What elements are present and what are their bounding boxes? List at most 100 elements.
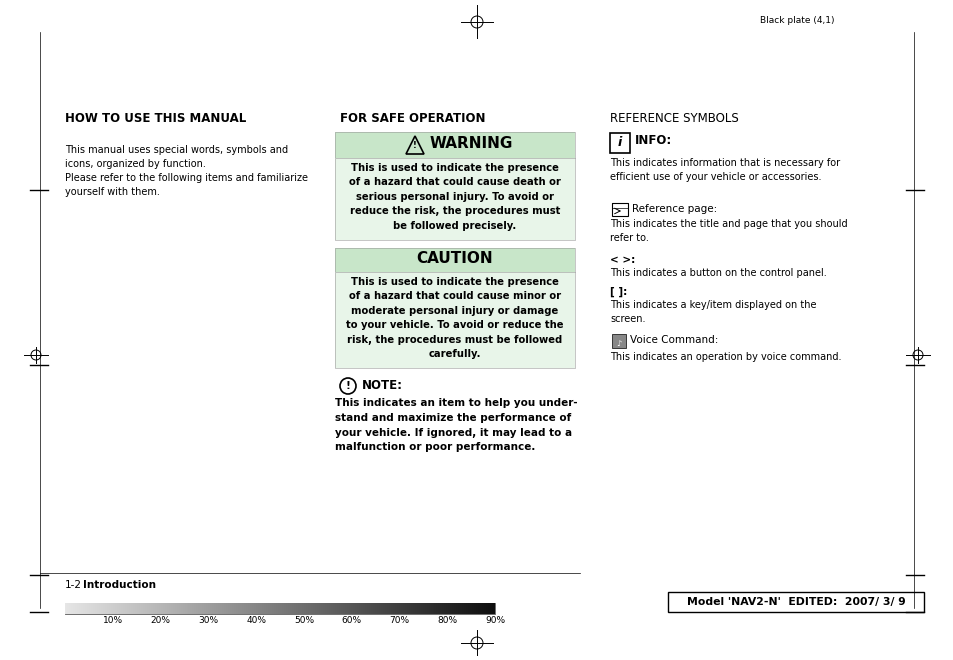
Bar bbox=[74, 603, 75, 614]
Bar bbox=[276, 603, 277, 614]
Bar bbox=[443, 603, 444, 614]
Bar bbox=[88, 603, 89, 614]
Bar bbox=[335, 272, 575, 368]
Bar bbox=[366, 603, 367, 614]
Bar bbox=[220, 603, 221, 614]
Bar bbox=[360, 603, 361, 614]
Bar bbox=[467, 603, 468, 614]
Bar bbox=[260, 603, 261, 614]
Bar bbox=[183, 603, 184, 614]
Bar bbox=[430, 603, 431, 614]
Bar bbox=[70, 603, 71, 614]
Bar bbox=[612, 203, 627, 208]
Bar bbox=[394, 603, 395, 614]
Bar bbox=[209, 603, 210, 614]
Bar bbox=[347, 603, 348, 614]
Bar bbox=[407, 603, 408, 614]
Bar bbox=[449, 603, 450, 614]
Bar bbox=[293, 603, 294, 614]
Bar bbox=[92, 603, 94, 614]
Bar bbox=[453, 603, 454, 614]
Text: 90%: 90% bbox=[484, 616, 504, 625]
Bar bbox=[391, 603, 392, 614]
Bar bbox=[218, 603, 219, 614]
Bar bbox=[128, 603, 129, 614]
Bar bbox=[310, 603, 311, 614]
Bar bbox=[254, 603, 255, 614]
Bar bbox=[215, 603, 216, 614]
Bar bbox=[612, 334, 625, 348]
Bar bbox=[328, 603, 329, 614]
Bar bbox=[66, 603, 67, 614]
Bar bbox=[442, 603, 443, 614]
Bar bbox=[457, 603, 458, 614]
Bar bbox=[491, 603, 492, 614]
Bar bbox=[399, 603, 400, 614]
Bar bbox=[287, 603, 288, 614]
Bar bbox=[329, 603, 330, 614]
Bar bbox=[129, 603, 130, 614]
Bar bbox=[258, 603, 260, 614]
Bar bbox=[326, 603, 327, 614]
Bar bbox=[364, 603, 365, 614]
Bar bbox=[213, 603, 214, 614]
Bar bbox=[225, 603, 226, 614]
Bar bbox=[313, 603, 314, 614]
Bar bbox=[103, 603, 104, 614]
Bar bbox=[417, 603, 418, 614]
Bar bbox=[116, 603, 117, 614]
Bar bbox=[288, 603, 289, 614]
Bar bbox=[200, 603, 201, 614]
Bar bbox=[424, 603, 426, 614]
Text: 50%: 50% bbox=[294, 616, 314, 625]
Bar bbox=[456, 603, 457, 614]
Text: !: ! bbox=[345, 381, 350, 391]
Text: 30%: 30% bbox=[198, 616, 218, 625]
Text: WARNING: WARNING bbox=[430, 136, 513, 151]
Bar bbox=[244, 603, 245, 614]
Text: Please refer to the following items and familiarize
yourself with them.: Please refer to the following items and … bbox=[65, 173, 308, 197]
Bar bbox=[311, 603, 312, 614]
Bar bbox=[398, 603, 399, 614]
Bar bbox=[248, 603, 249, 614]
Bar bbox=[151, 603, 152, 614]
Bar bbox=[152, 603, 153, 614]
Bar bbox=[261, 603, 262, 614]
Bar bbox=[340, 603, 341, 614]
Bar bbox=[159, 603, 160, 614]
Bar bbox=[172, 603, 173, 614]
Bar bbox=[76, 603, 77, 614]
Bar bbox=[264, 603, 265, 614]
Bar bbox=[492, 603, 493, 614]
Bar bbox=[350, 603, 351, 614]
Bar bbox=[100, 603, 101, 614]
Bar bbox=[459, 603, 460, 614]
Bar bbox=[179, 603, 180, 614]
Bar bbox=[147, 603, 148, 614]
Text: This indicates a key/item displayed on the
screen.: This indicates a key/item displayed on t… bbox=[609, 300, 816, 324]
Bar bbox=[419, 603, 420, 614]
Text: NOTE:: NOTE: bbox=[361, 379, 402, 392]
Bar bbox=[118, 603, 119, 614]
Bar bbox=[161, 603, 162, 614]
Bar bbox=[337, 603, 338, 614]
Bar bbox=[139, 603, 140, 614]
Bar bbox=[68, 603, 69, 614]
Bar bbox=[243, 603, 244, 614]
Text: Black plate (4,1): Black plate (4,1) bbox=[760, 16, 834, 25]
Bar bbox=[365, 603, 366, 614]
Bar bbox=[486, 603, 488, 614]
Bar bbox=[401, 603, 402, 614]
Bar bbox=[97, 603, 98, 614]
Bar bbox=[428, 603, 429, 614]
Bar bbox=[387, 603, 388, 614]
Bar bbox=[121, 603, 122, 614]
Bar bbox=[494, 603, 495, 614]
Bar bbox=[145, 603, 146, 614]
Bar bbox=[242, 603, 243, 614]
Bar bbox=[115, 603, 116, 614]
Bar bbox=[94, 603, 95, 614]
Bar bbox=[150, 603, 151, 614]
Bar bbox=[224, 603, 225, 614]
Bar bbox=[170, 603, 171, 614]
